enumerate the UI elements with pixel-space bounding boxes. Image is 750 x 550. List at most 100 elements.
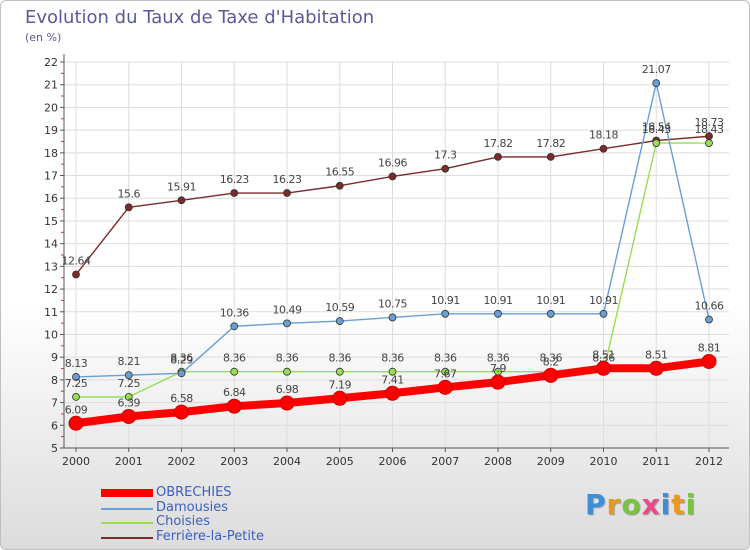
x-tick-label: 2002 bbox=[168, 455, 196, 468]
data-label: 8.36 bbox=[170, 352, 193, 365]
data-label: 10.91 bbox=[536, 294, 565, 307]
y-tick-label: 21 bbox=[44, 79, 58, 92]
data-label: 16.55 bbox=[325, 166, 354, 179]
data-label: 10.91 bbox=[484, 294, 513, 307]
data-point bbox=[121, 408, 137, 424]
data-label: 8.36 bbox=[276, 352, 299, 365]
legend-item-ferriere: Ferrière-la-Petite bbox=[101, 528, 331, 545]
data-label: 8.81 bbox=[698, 341, 721, 354]
data-label: 10.91 bbox=[589, 294, 618, 307]
x-tick-label: 2004 bbox=[273, 455, 301, 468]
y-tick-label: 15 bbox=[44, 215, 58, 228]
data-point bbox=[283, 189, 291, 197]
legend-item-damousies: Damousies bbox=[101, 499, 331, 516]
legend-label-choisies: Choisies bbox=[156, 514, 211, 529]
data-label: 6.84 bbox=[223, 386, 246, 399]
logo-letter: t bbox=[671, 488, 686, 521]
x-tick-label: 2010 bbox=[590, 455, 618, 468]
legend-swatch-obrechies bbox=[101, 489, 153, 497]
data-point bbox=[230, 367, 239, 376]
data-point bbox=[388, 172, 397, 181]
data-point bbox=[701, 353, 717, 369]
legend-swatch-damousies bbox=[101, 507, 153, 510]
data-label: 10.91 bbox=[431, 294, 460, 307]
data-label: 15.91 bbox=[167, 180, 196, 193]
data-point bbox=[72, 270, 80, 279]
data-point bbox=[648, 360, 664, 376]
y-tick-label: 9 bbox=[51, 351, 58, 364]
data-point bbox=[599, 309, 608, 318]
data-label: 8.51 bbox=[592, 348, 615, 361]
x-tick-label: 2001 bbox=[115, 455, 143, 468]
x-tick-label: 2006 bbox=[379, 455, 407, 468]
data-label: 18.73 bbox=[695, 116, 724, 129]
data-label: 12.64 bbox=[62, 255, 91, 268]
x-tick-label: 2012 bbox=[695, 455, 723, 468]
data-label: 7.41 bbox=[381, 373, 404, 386]
data-label: 18.43 bbox=[642, 123, 671, 136]
x-tick-label: 2005 bbox=[326, 455, 354, 468]
chart-title: Evolution du Taux de Taxe d'Habitation bbox=[25, 7, 375, 28]
data-label: 7.25 bbox=[118, 377, 141, 390]
data-label: 17.82 bbox=[484, 137, 513, 150]
data-label: 8.21 bbox=[118, 355, 141, 368]
data-point bbox=[546, 153, 555, 161]
data-point bbox=[652, 79, 661, 88]
chart-legend: OBRECHIES Damousies Choisies Ferrière-la… bbox=[101, 485, 331, 545]
data-point bbox=[599, 144, 608, 153]
data-point bbox=[283, 367, 291, 376]
y-tick-label: 10 bbox=[44, 328, 58, 341]
data-point bbox=[72, 373, 80, 381]
logo-letter: x bbox=[641, 488, 661, 521]
data-point bbox=[705, 315, 713, 324]
y-tick-label: 22 bbox=[44, 56, 58, 69]
data-point bbox=[441, 367, 450, 376]
data-point bbox=[388, 367, 397, 376]
y-tick-label: 8 bbox=[51, 374, 58, 387]
data-point bbox=[546, 309, 555, 318]
data-label: 8.36 bbox=[434, 352, 457, 365]
y-tick-label: 19 bbox=[44, 124, 58, 137]
logo-letter: i bbox=[685, 488, 697, 521]
legend-label-obrechies: OBRECHIES bbox=[156, 485, 232, 500]
data-point bbox=[494, 153, 502, 161]
data-label: 6.98 bbox=[276, 383, 299, 396]
data-point bbox=[230, 189, 239, 197]
data-label: 8.36 bbox=[487, 352, 510, 365]
data-point bbox=[283, 319, 291, 328]
x-tick-label: 2003 bbox=[220, 455, 248, 468]
data-point bbox=[705, 139, 713, 147]
x-tick-label: 2008 bbox=[484, 455, 512, 468]
data-point bbox=[226, 398, 242, 414]
y-tick-label: 20 bbox=[44, 101, 58, 114]
data-label: 8.13 bbox=[65, 357, 88, 370]
legend-label-ferriere: Ferrière-la-Petite bbox=[156, 528, 265, 544]
chart-subtitle: (en %) bbox=[25, 31, 62, 44]
data-label: 8.36 bbox=[223, 352, 246, 365]
legend-label-damousies: Damousies bbox=[156, 499, 228, 515]
logo-letter: r bbox=[606, 488, 622, 521]
data-label: 18.18 bbox=[589, 129, 618, 142]
logo-letter: i bbox=[660, 488, 672, 521]
data-label: 10.49 bbox=[273, 303, 302, 316]
data-label: 8.36 bbox=[381, 352, 404, 365]
data-point bbox=[230, 322, 239, 331]
data-label: 10.75 bbox=[378, 297, 407, 310]
legend-item-choisies: Choisies bbox=[101, 514, 331, 530]
data-label: 16.23 bbox=[220, 173, 249, 186]
data-label: 10.59 bbox=[325, 301, 354, 314]
data-label: 7.67 bbox=[434, 367, 457, 380]
data-label: 10.66 bbox=[695, 299, 724, 312]
data-label: 8.36 bbox=[540, 352, 563, 365]
data-point bbox=[385, 385, 400, 401]
data-point bbox=[335, 181, 344, 190]
data-point bbox=[68, 415, 84, 431]
data-point bbox=[124, 393, 133, 401]
data-label: 21.07 bbox=[642, 63, 671, 76]
data-point bbox=[490, 374, 506, 390]
data-label: 7.9 bbox=[490, 362, 506, 375]
y-tick-label: 18 bbox=[44, 147, 58, 160]
x-tick-label: 2009 bbox=[537, 455, 565, 468]
data-label: 6.09 bbox=[65, 403, 88, 416]
